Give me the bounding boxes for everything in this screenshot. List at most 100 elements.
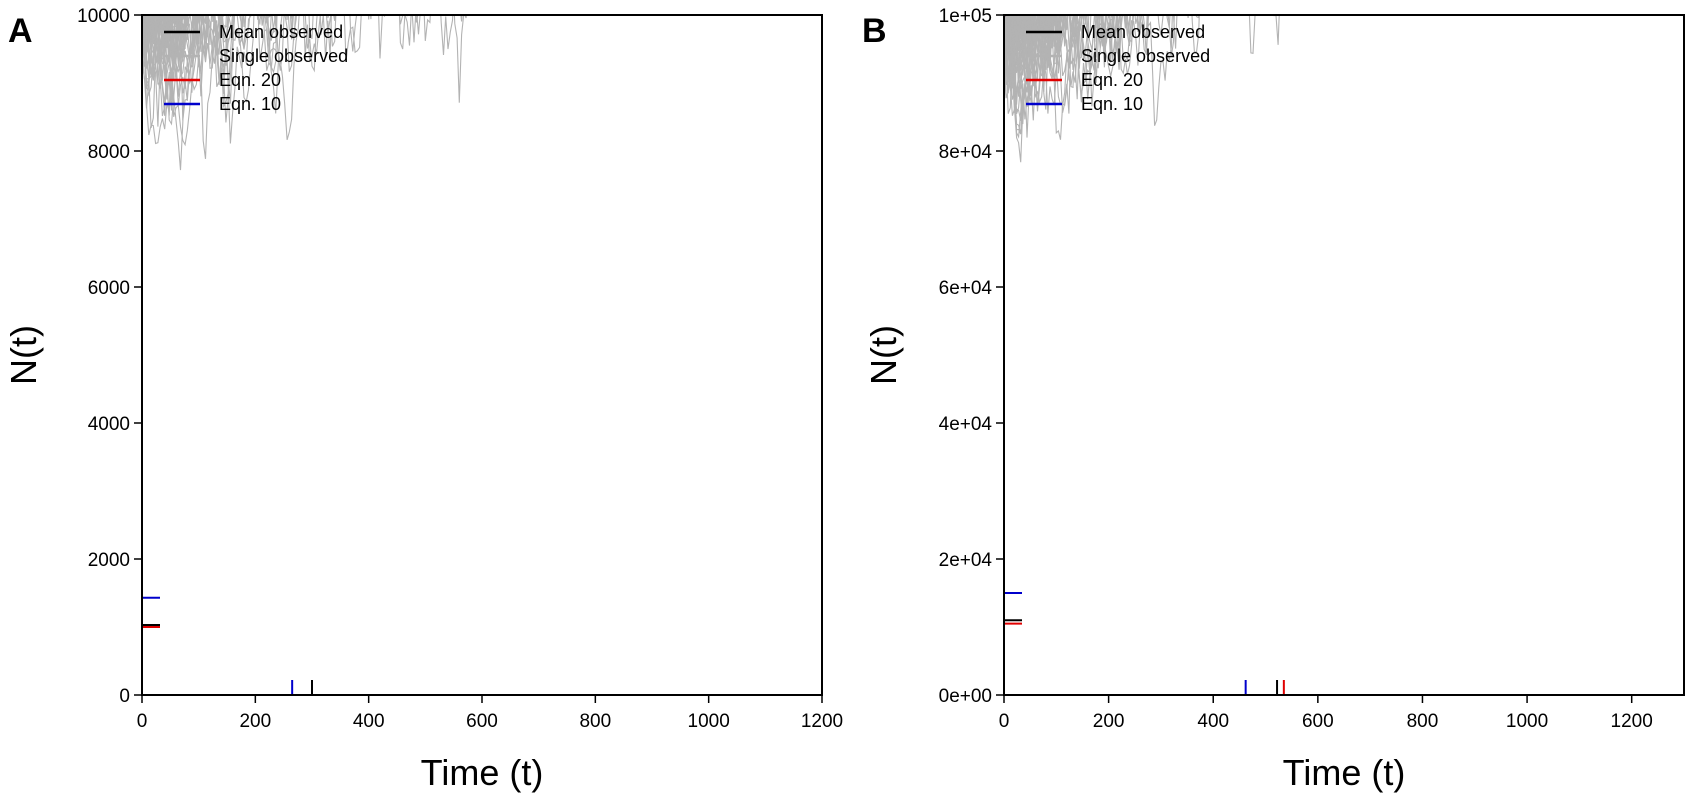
panel-b: 0 200 400 600 800 1000 1200 0e+00 2e+04 4e+04 6e+0… [862,0,1685,793]
y-tick-label: 10000 [77,6,130,27]
y-axis-title: N(t) [863,325,904,385]
legend-label: Single observed [219,46,348,66]
y-tick-label: 4e+04 [939,414,993,435]
single-observed-line [142,0,144,2]
single-observed-line [1004,15,1048,75]
single-observed-line [142,15,251,104]
x-tick-label: 400 [353,711,385,732]
single-observed-line [157,15,288,72]
x-axis-title: Time (t) [421,752,544,793]
x-tick-label: 0 [137,711,148,732]
y-axis-title: N(t) [3,325,44,385]
single-observed-line [1004,0,1065,6]
panel-a: 0 200 400 600 800 1000 1200 0 2000 4000 6000 8000 10… [3,0,843,793]
single-observed-line [142,0,176,3]
x-axis-title: Time (t) [1283,752,1406,793]
y-tick-label: 2e+04 [939,550,993,571]
y-tick-label: 0e+00 [939,686,992,707]
single-observed-line [1004,0,1006,5]
single-observed-line [142,15,208,76]
x-tick-label: 1200 [801,711,843,732]
x-tick-label: 800 [579,711,611,732]
x-tick-label: 1200 [1611,711,1653,732]
single-observed-line [142,15,383,123]
legend: Mean observed Single observed Eqn. 20 Eqn. … [1026,22,1210,114]
single-observed-line [145,15,187,89]
single-observed-line [1004,15,1280,140]
single-observed-line [1004,15,1028,114]
single-observed-line [142,15,154,69]
x-tick-label: 600 [466,711,498,732]
panel-letter: B [862,12,887,50]
x-tick-label: 200 [239,711,271,732]
single-observed-line [142,15,201,69]
x-tick-label: 800 [1407,711,1439,732]
single-observed-line [142,0,144,2]
single-observed-line [1005,15,1041,125]
legend-label: Eqn. 10 [1081,94,1143,114]
legend-label: Mean observed [219,22,343,42]
legend-label: Eqn. 10 [219,94,281,114]
plot-area [1004,0,1280,163]
single-observed-line [142,15,261,65]
mean-observed-line [1004,15,1011,17]
single-observed-line [159,15,173,44]
eqn-20-line [142,15,147,17]
y-tick-label: 0 [119,686,130,707]
y-tick-label: 8000 [88,142,130,163]
single-observed-line [161,15,463,159]
legend-label: Eqn. 20 [219,70,281,90]
single-observed-line [1004,0,1054,4]
legend: Mean observed Single observed Eqn. 20 Eqn. … [164,22,348,114]
single-observed-line [142,0,178,13]
x-tick-label: 1000 [688,711,730,732]
single-observed-line [1004,0,1015,9]
single-observed-line [156,15,186,100]
plot-area [142,0,467,171]
single-observed-line [142,0,269,15]
single-observed-line [1004,15,1077,139]
single-observed-line [143,15,370,126]
plot-frame [141,14,823,696]
single-observed-line [1004,15,1033,163]
x-tick-label: 1000 [1506,711,1548,732]
single-observed-line [142,0,144,6]
y-tick-label: 6e+04 [939,278,993,299]
legend-label: Single observed [1081,46,1210,66]
single-observed-line [1004,0,1008,11]
single-observed-line [142,0,208,13]
legend-label: Eqn. 20 [1081,70,1143,90]
y-tick-label: 6000 [88,278,130,299]
single-observed-line [218,15,236,109]
legend-label: Mean observed [1081,22,1205,42]
single-observed-line [142,15,173,55]
plot-frame [1003,14,1685,696]
y-tick-label: 2000 [88,550,130,571]
single-observed-line [142,15,183,116]
y-tick-label: 8e+04 [939,142,993,163]
single-observed-line [1004,0,1006,13]
single-observed-line [1015,15,1048,33]
single-observed-line [142,15,278,71]
single-observed-line [1004,15,1078,114]
x-tick-label: 200 [1093,711,1125,732]
single-observed-line [1004,15,1033,134]
x-tick-label: 0 [999,711,1010,732]
single-observed-line [1004,0,1008,12]
single-observed-line [1004,0,1056,6]
eqn-20-line [1004,15,1011,17]
single-observed-line [142,0,278,12]
y-tick-label: 4000 [88,414,130,435]
mean-observed-line [142,15,147,17]
panel-letter: A [8,12,33,50]
x-tick-label: 400 [1197,711,1229,732]
y-tick-label: 1e+05 [939,6,992,27]
single-observed-line [1004,0,1006,5]
single-observed-line [1004,15,1127,114]
single-observed-line [1018,15,1173,126]
single-observed-line [1004,15,1148,103]
single-observed-line [146,15,179,117]
single-observed-line [144,15,233,81]
eqn-10-line [142,15,147,17]
